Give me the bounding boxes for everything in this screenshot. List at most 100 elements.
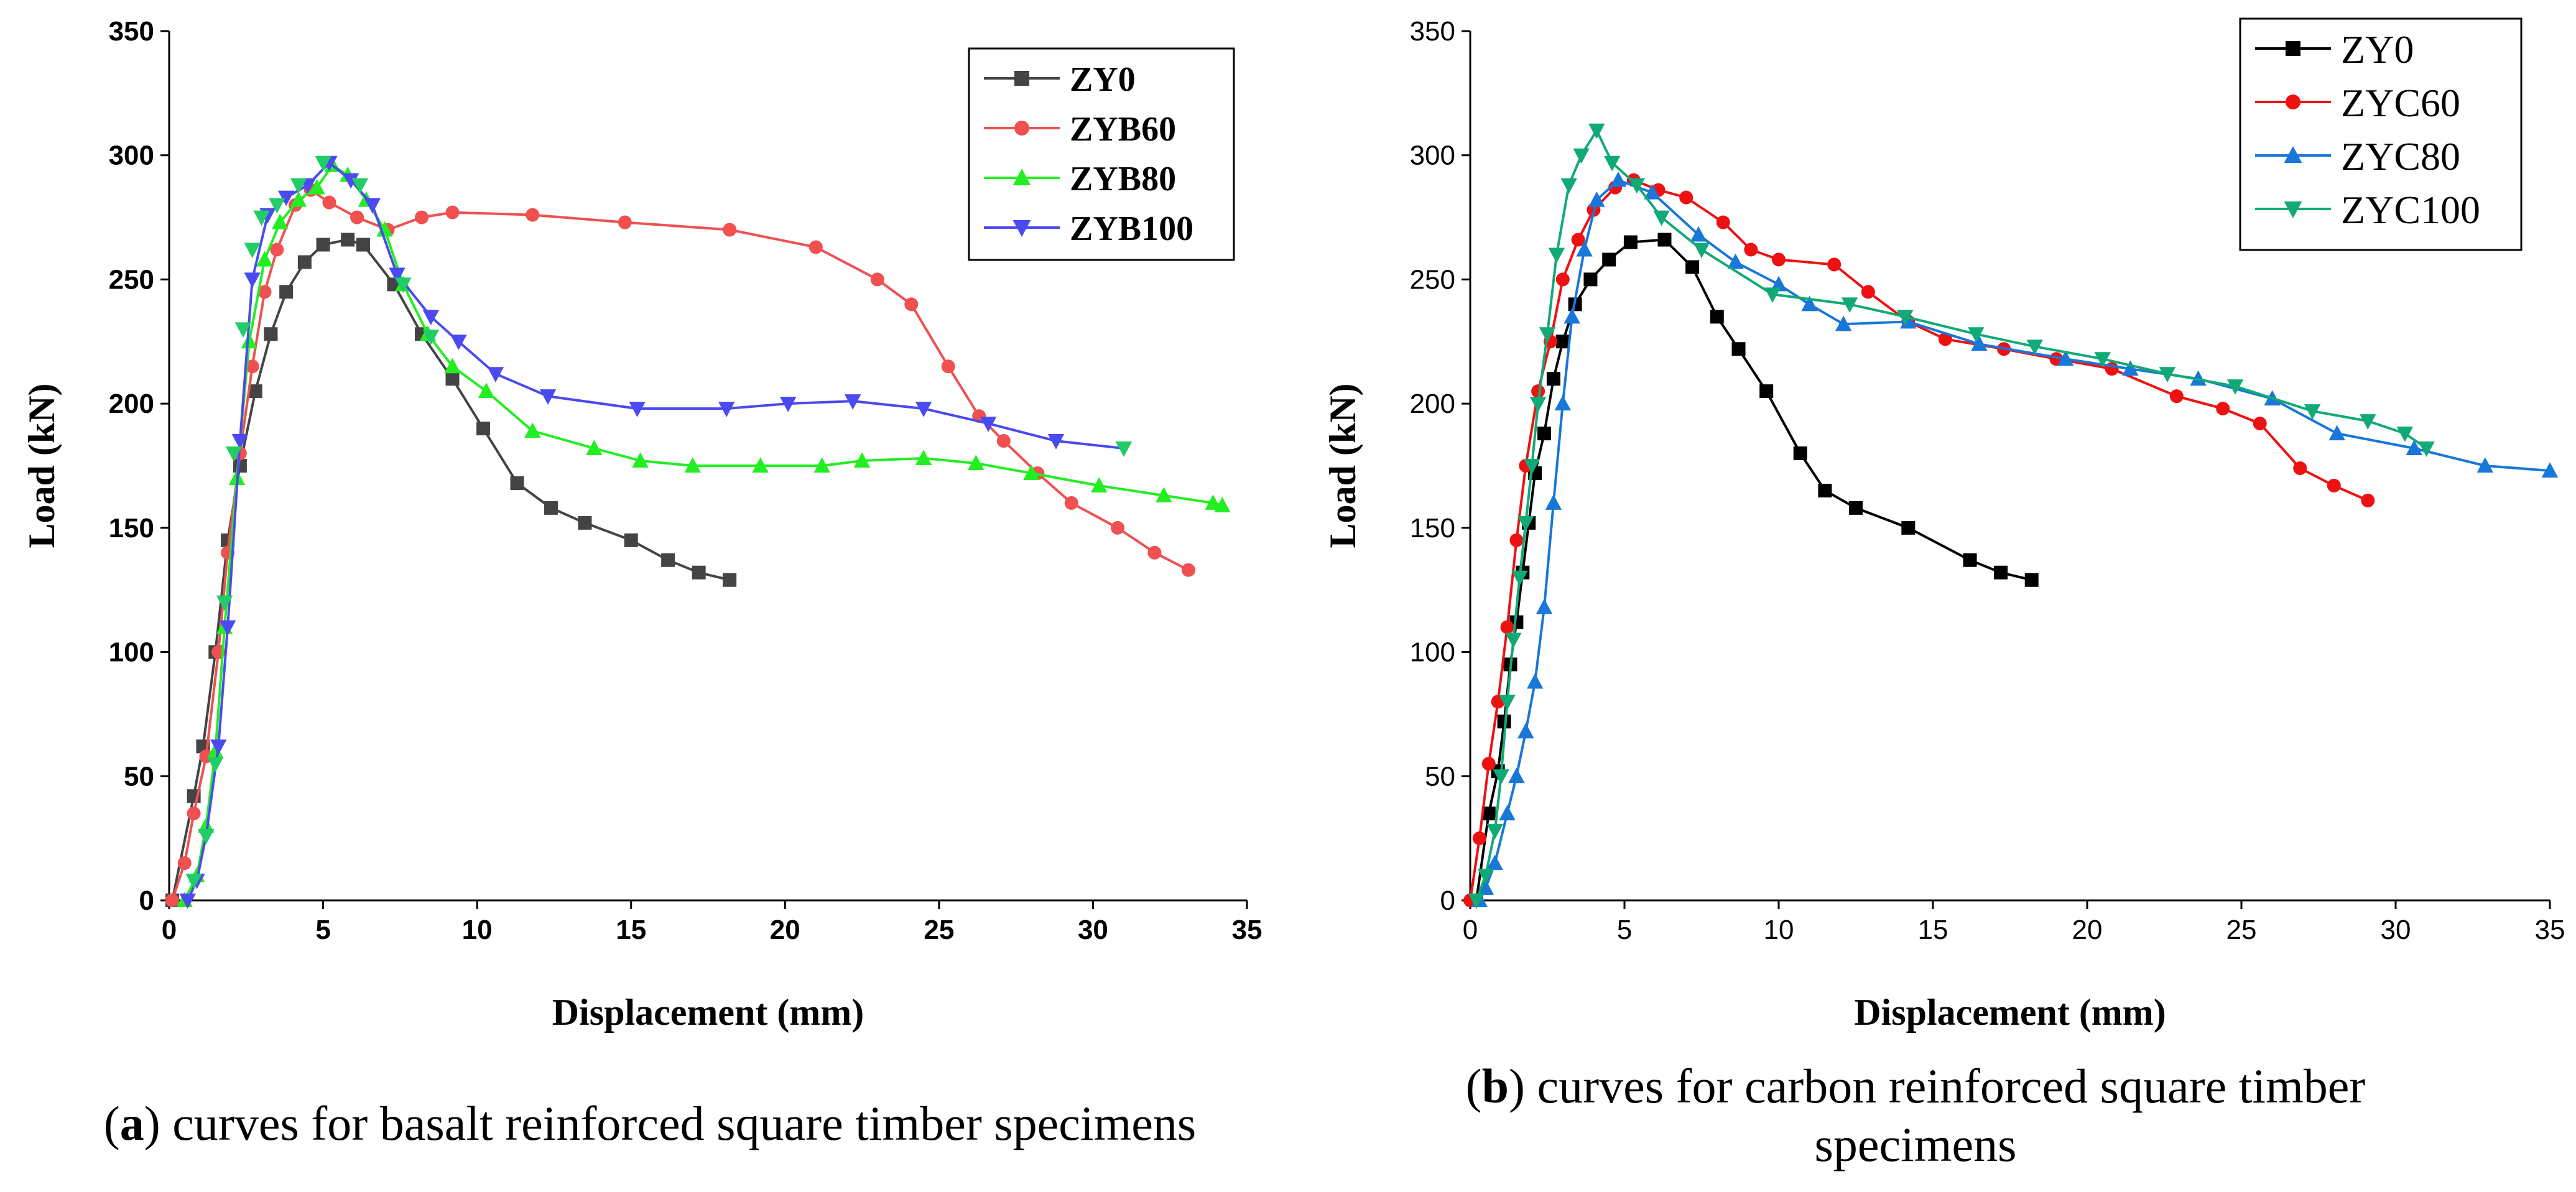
- legend-marker: [2284, 146, 2302, 163]
- data-point: [1690, 226, 1707, 242]
- x-tick-label: 30: [1078, 915, 1108, 945]
- data-point: [290, 191, 307, 207]
- data-point: [510, 476, 524, 490]
- data-point: [1493, 769, 1509, 785]
- data-point: [219, 620, 236, 636]
- legend-label: ZYC100: [2341, 188, 2480, 232]
- x-tick-label: 0: [1463, 915, 1478, 945]
- data-point: [487, 367, 504, 382]
- legend-label: ZYC80: [2341, 134, 2460, 178]
- data-point: [2293, 461, 2307, 475]
- data-point: [1731, 342, 1746, 356]
- data-point: [808, 240, 823, 254]
- data-point: [1115, 441, 1133, 457]
- data-point: [1181, 563, 1195, 577]
- legend-label: ZYB80: [1070, 160, 1176, 198]
- data-point: [1764, 287, 1781, 303]
- data-point: [1588, 123, 1605, 139]
- data-point: [1994, 565, 2008, 580]
- x-tick-label: 10: [1764, 915, 1794, 945]
- series-zyb80: [176, 156, 1231, 907]
- data-point: [2026, 340, 2043, 356]
- data-point: [1497, 714, 1511, 729]
- data-point: [1486, 824, 1503, 839]
- data-point: [187, 806, 201, 821]
- data-point: [1064, 496, 1078, 510]
- data-point: [1505, 632, 1522, 649]
- data-point: [241, 333, 257, 349]
- x-tick-label: 35: [1232, 915, 1263, 945]
- data-point: [853, 452, 871, 468]
- data-point: [1486, 854, 1503, 871]
- data-point: [578, 515, 592, 530]
- data-point: [290, 178, 307, 194]
- data-point: [198, 817, 215, 833]
- data-point: [1583, 272, 1598, 287]
- data-point: [244, 272, 261, 289]
- data-point: [2360, 414, 2376, 430]
- data-point: [2169, 389, 2184, 404]
- y-tick-label: 50: [1425, 761, 1455, 792]
- data-point: [2122, 360, 2139, 376]
- y-tick-label: 100: [1410, 637, 1455, 668]
- y-tick-label: 0: [1440, 885, 1455, 916]
- caption-b: (b) curves for carbon reinforced square …: [1368, 1057, 2463, 1174]
- data-point: [1571, 233, 1585, 247]
- series-zyb100: [179, 155, 1133, 909]
- data-point: [1679, 190, 1693, 205]
- y-tick-label: 0: [139, 885, 154, 916]
- y-tick-label: 150: [109, 513, 154, 543]
- data-point: [210, 739, 227, 755]
- data-point: [1801, 295, 1818, 312]
- legend-marker: [2284, 201, 2302, 218]
- data-point: [364, 198, 381, 214]
- caption-a-text: curves for basalt reinforced square timb…: [160, 1096, 1197, 1150]
- data-point: [245, 359, 259, 374]
- data-point: [1818, 483, 1832, 497]
- legend-box: [2239, 17, 2523, 251]
- data-point: [1477, 879, 1494, 895]
- data-point: [1716, 215, 1730, 229]
- data-point: [351, 178, 369, 194]
- data-point: [272, 213, 289, 229]
- data-point: [179, 894, 196, 909]
- data-point: [684, 457, 701, 473]
- y-axis-label: Load (kN): [1322, 383, 1363, 548]
- x-tick-label: 35: [2535, 915, 2565, 945]
- data-point: [1047, 434, 1065, 450]
- data-point: [1517, 723, 1534, 739]
- data-point: [1744, 243, 1758, 257]
- x-tick-label: 0: [162, 915, 177, 945]
- data-point: [256, 251, 273, 267]
- data-point: [1548, 247, 1565, 264]
- data-point: [813, 457, 830, 473]
- data-point: [422, 330, 440, 346]
- data-point: [996, 434, 1011, 448]
- data-point: [2396, 427, 2414, 442]
- data-point: [279, 285, 294, 299]
- data-point: [723, 573, 737, 587]
- data-point: [1628, 178, 1646, 194]
- data-point: [2304, 404, 2321, 420]
- y-tick-label: 300: [1410, 141, 1455, 171]
- chart-a: 0 5 10 15 20 25 30 35050100150200250300350Displ…: [21, 16, 1262, 1033]
- data-point: [341, 233, 355, 247]
- series-line: [171, 188, 1189, 901]
- data-point: [1526, 673, 1544, 689]
- data-point: [1508, 767, 1525, 783]
- y-tick-label: 350: [1410, 16, 1455, 47]
- data-point: [1091, 477, 1108, 492]
- legend: ZY0 ZYC60 ZYC80 ZYC100: [2239, 17, 2523, 251]
- data-point: [231, 434, 249, 450]
- data-point: [1849, 501, 1863, 515]
- data-point: [915, 450, 932, 466]
- data-point: [1644, 183, 1661, 200]
- data-point: [1963, 553, 1977, 567]
- data-point: [2024, 573, 2039, 587]
- data-point: [544, 501, 558, 515]
- legend-label: ZYB100: [1070, 210, 1193, 248]
- data-point: [1500, 620, 1514, 634]
- series-zyc80: [1471, 171, 2559, 907]
- data-point: [269, 198, 285, 214]
- y-axis-label: Load (kN): [21, 383, 62, 548]
